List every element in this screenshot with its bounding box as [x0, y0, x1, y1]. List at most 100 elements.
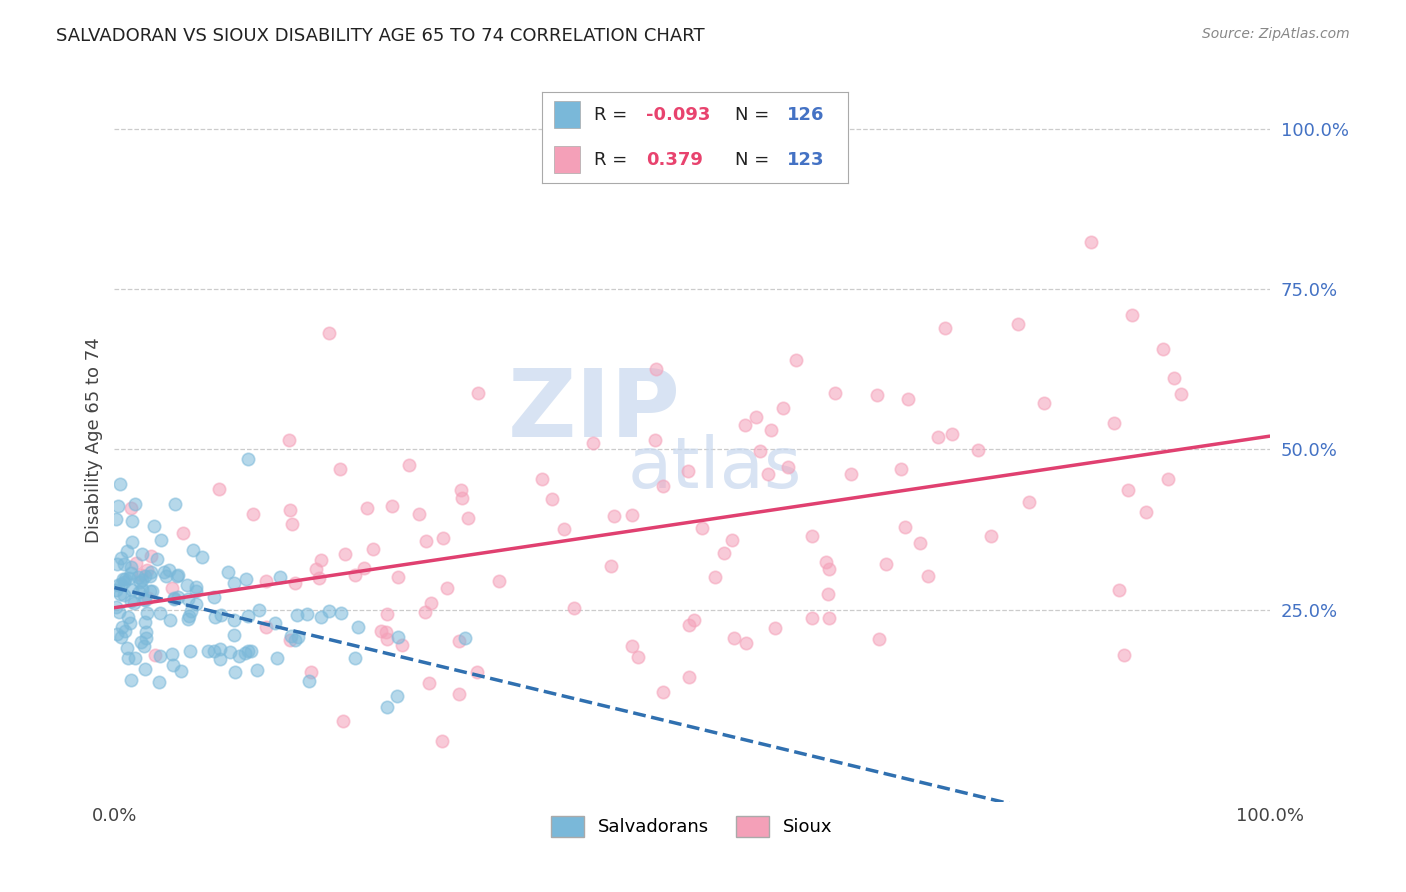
- Point: [703, 569, 725, 583]
- Text: atlas: atlas: [628, 434, 803, 503]
- Point: [692, 521, 714, 535]
- Point: [541, 491, 564, 506]
- Point: [391, 639, 413, 653]
- Point: [124, 651, 146, 665]
- Point: [454, 631, 477, 645]
- Point: [785, 353, 807, 368]
- Point: [107, 500, 129, 514]
- Point: [894, 520, 917, 534]
- Point: [413, 605, 436, 619]
- Point: [166, 569, 188, 583]
- Point: [105, 511, 128, 525]
- Point: [817, 611, 839, 625]
- Point: [430, 734, 453, 748]
- Point: [177, 591, 200, 606]
- Point: [105, 583, 128, 598]
- Point: [162, 658, 184, 673]
- Point: [134, 569, 156, 583]
- Point: [129, 635, 152, 649]
- Point: [197, 644, 219, 658]
- Point: [208, 482, 231, 496]
- Point: [353, 561, 375, 575]
- Point: [347, 620, 370, 634]
- Point: [118, 616, 141, 631]
- Point: [866, 388, 889, 402]
- Point: [285, 607, 308, 622]
- Point: [166, 567, 188, 582]
- Point: [330, 606, 353, 620]
- Point: [418, 676, 440, 690]
- Point: [868, 632, 890, 647]
- Point: [763, 621, 786, 635]
- Point: [148, 675, 170, 690]
- Point: [721, 533, 744, 547]
- Point: [890, 462, 912, 476]
- Point: [135, 607, 157, 621]
- Point: [967, 443, 990, 458]
- Point: [734, 636, 756, 650]
- Point: [139, 568, 162, 582]
- Point: [155, 569, 177, 583]
- Point: [254, 619, 277, 633]
- Point: [621, 508, 644, 522]
- Point: [235, 572, 257, 586]
- Point: [815, 555, 838, 569]
- Point: [121, 583, 143, 598]
- Point: [236, 451, 259, 466]
- Point: [148, 649, 170, 664]
- Point: [222, 613, 245, 627]
- Point: [136, 591, 159, 605]
- Point: [134, 662, 156, 676]
- Point: [375, 632, 398, 647]
- Point: [652, 685, 675, 699]
- Point: [242, 508, 264, 522]
- Point: [343, 651, 366, 665]
- Point: [141, 565, 163, 579]
- Point: [115, 543, 138, 558]
- Point: [1170, 387, 1192, 401]
- Point: [756, 467, 779, 481]
- Point: [124, 497, 146, 511]
- Point: [562, 601, 585, 615]
- Point: [652, 479, 675, 493]
- Point: [457, 510, 479, 524]
- Point: [184, 580, 207, 594]
- Point: [280, 503, 302, 517]
- Point: [759, 423, 782, 437]
- Point: [1135, 505, 1157, 519]
- Point: [772, 401, 794, 416]
- Point: [125, 556, 148, 570]
- Point: [582, 436, 605, 450]
- Point: [420, 597, 443, 611]
- Point: [159, 613, 181, 627]
- Point: [122, 596, 145, 610]
- Point: [108, 587, 131, 601]
- Point: [112, 588, 135, 602]
- Point: [235, 646, 257, 660]
- Point: [152, 566, 174, 580]
- Point: [120, 566, 142, 580]
- Point: [277, 433, 299, 447]
- Point: [644, 433, 666, 447]
- Point: [105, 627, 128, 641]
- Point: [160, 581, 183, 595]
- Point: [897, 392, 920, 406]
- Point: [398, 458, 420, 473]
- Point: [135, 625, 157, 640]
- Point: [676, 463, 699, 477]
- Point: [129, 567, 152, 582]
- Point: [408, 507, 430, 521]
- Point: [264, 616, 287, 631]
- Point: [381, 499, 404, 513]
- Point: [120, 500, 142, 515]
- Point: [1108, 583, 1130, 598]
- Point: [800, 611, 823, 625]
- Point: [917, 569, 939, 583]
- Point: [104, 600, 127, 615]
- Point: [1114, 648, 1136, 662]
- Point: [163, 592, 186, 607]
- Point: [273, 806, 295, 821]
- Point: [180, 604, 202, 618]
- Point: [318, 326, 340, 341]
- Point: [150, 533, 173, 548]
